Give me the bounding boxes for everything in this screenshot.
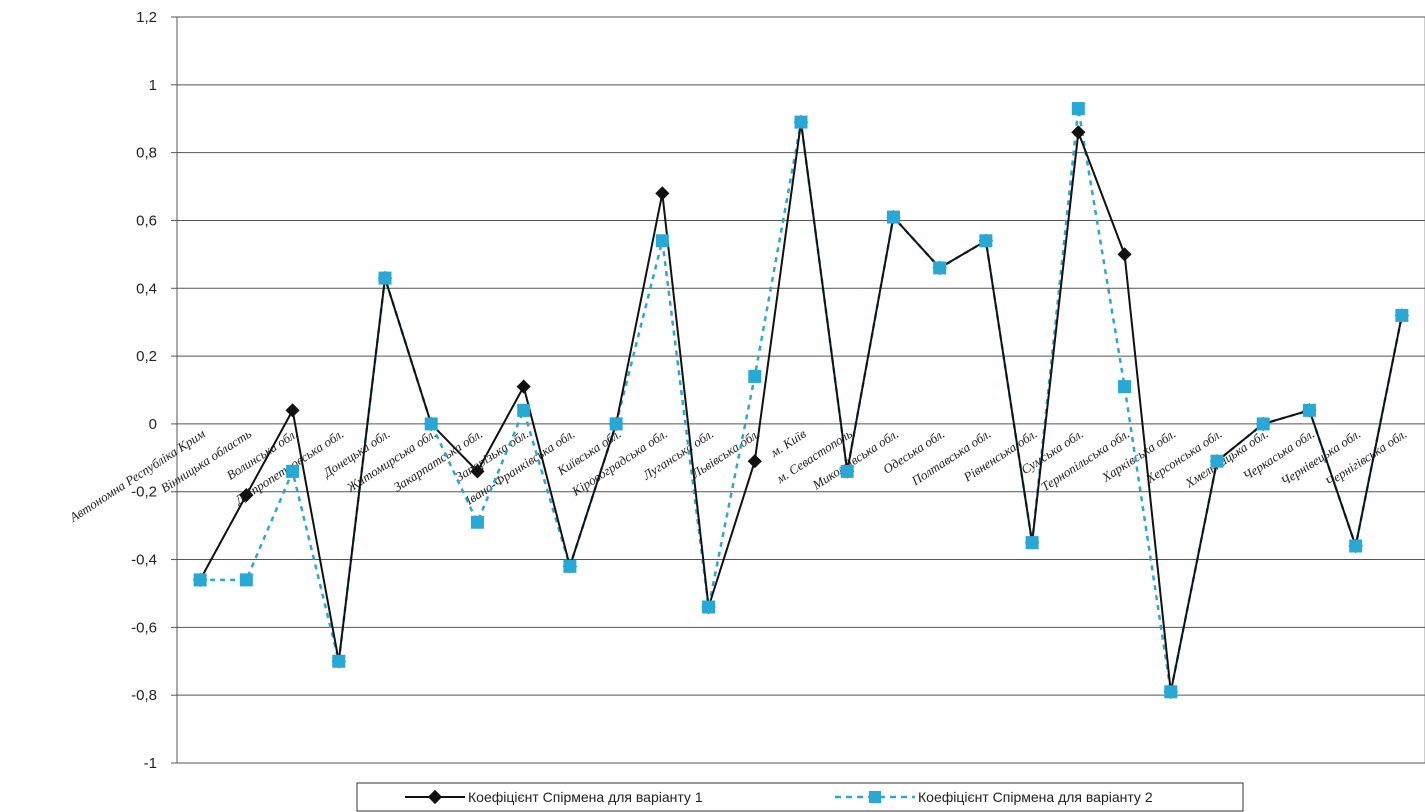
data-point-series-2: [424, 417, 438, 431]
data-point-series-2: [332, 654, 346, 668]
data-point-series-1: [655, 186, 670, 201]
data-point-series-2: [840, 464, 854, 478]
data-point-series-2: [609, 417, 623, 431]
y-tick-label: 0: [149, 416, 157, 433]
data-point-series-1: [285, 403, 300, 418]
data-point-series-2: [979, 234, 993, 248]
data-point-series-2: [239, 573, 253, 587]
gridlines: [177, 16, 1425, 764]
legend: Коефіцієнт Спірмена для варіанту 1 Коефі…: [356, 782, 1244, 812]
data-point-series-2: [1210, 454, 1224, 468]
y-tick-label: -0,2: [131, 484, 157, 501]
data-point-series-2: [563, 559, 577, 573]
data-point-series-2: [655, 234, 669, 248]
data-point-series-2: [1256, 417, 1270, 431]
data-point-series-2: [470, 515, 484, 529]
legend-marker-series-2: [869, 791, 881, 803]
data-point-series-2: [1395, 308, 1409, 322]
y-tick-label: 0,6: [136, 212, 157, 229]
y-tick-label: 0,2: [136, 348, 157, 365]
y-axis: -1 -0,8 -0,6 -0,4 -0,2 0 0,2 0,4 0,6 0,8 1 1,2: [131, 9, 178, 772]
y-tick-label: -0,8: [131, 687, 157, 704]
data-point-series-2: [1302, 403, 1316, 417]
data-point-series-2: [933, 261, 947, 275]
data-point-series-2: [1118, 380, 1132, 394]
data-point-series-1: [1071, 125, 1086, 140]
data-point-series-1: [1117, 247, 1132, 262]
data-point-series-1: [239, 488, 254, 503]
data-point-series-1: [470, 464, 485, 479]
data-point-series-2: [1025, 536, 1039, 550]
data-point-series-2: [794, 115, 808, 129]
y-tick-label: -0,6: [131, 619, 157, 636]
data-point-series-2: [748, 369, 762, 383]
legend-label-series-2: Коефіцієнт Спірмена для варіанту 2: [918, 789, 1153, 805]
y-tick-label: -1: [144, 755, 157, 772]
y-tick-label: -0,4: [131, 552, 157, 569]
legend-box: [356, 782, 1244, 812]
plot-area: [176, 16, 1425, 764]
y-tick-label: 0,4: [136, 280, 157, 297]
data-point-series-2: [1071, 102, 1085, 116]
data-point-series-2: [286, 464, 300, 478]
data-point-series-2: [886, 210, 900, 224]
data-point-series-2: [702, 600, 716, 614]
data-point-series-1: [747, 454, 762, 469]
data-point-series-2: [1164, 685, 1178, 699]
data-point-series-2: [1349, 539, 1363, 553]
series-markers: [193, 102, 1409, 699]
data-point-series-1: [516, 379, 531, 394]
data-point-series-2: [378, 271, 392, 285]
y-tick-label: 1,2: [136, 9, 157, 26]
y-tick-label: 0,8: [136, 145, 157, 162]
data-point-series-2: [517, 403, 531, 417]
y-tick-label: 1: [149, 77, 157, 94]
data-point-series-2: [193, 573, 207, 587]
legend-marker-series-1: [427, 789, 443, 805]
legend-label-series-1: Коефіцієнт Спірмена для варіанту 1: [468, 789, 703, 805]
